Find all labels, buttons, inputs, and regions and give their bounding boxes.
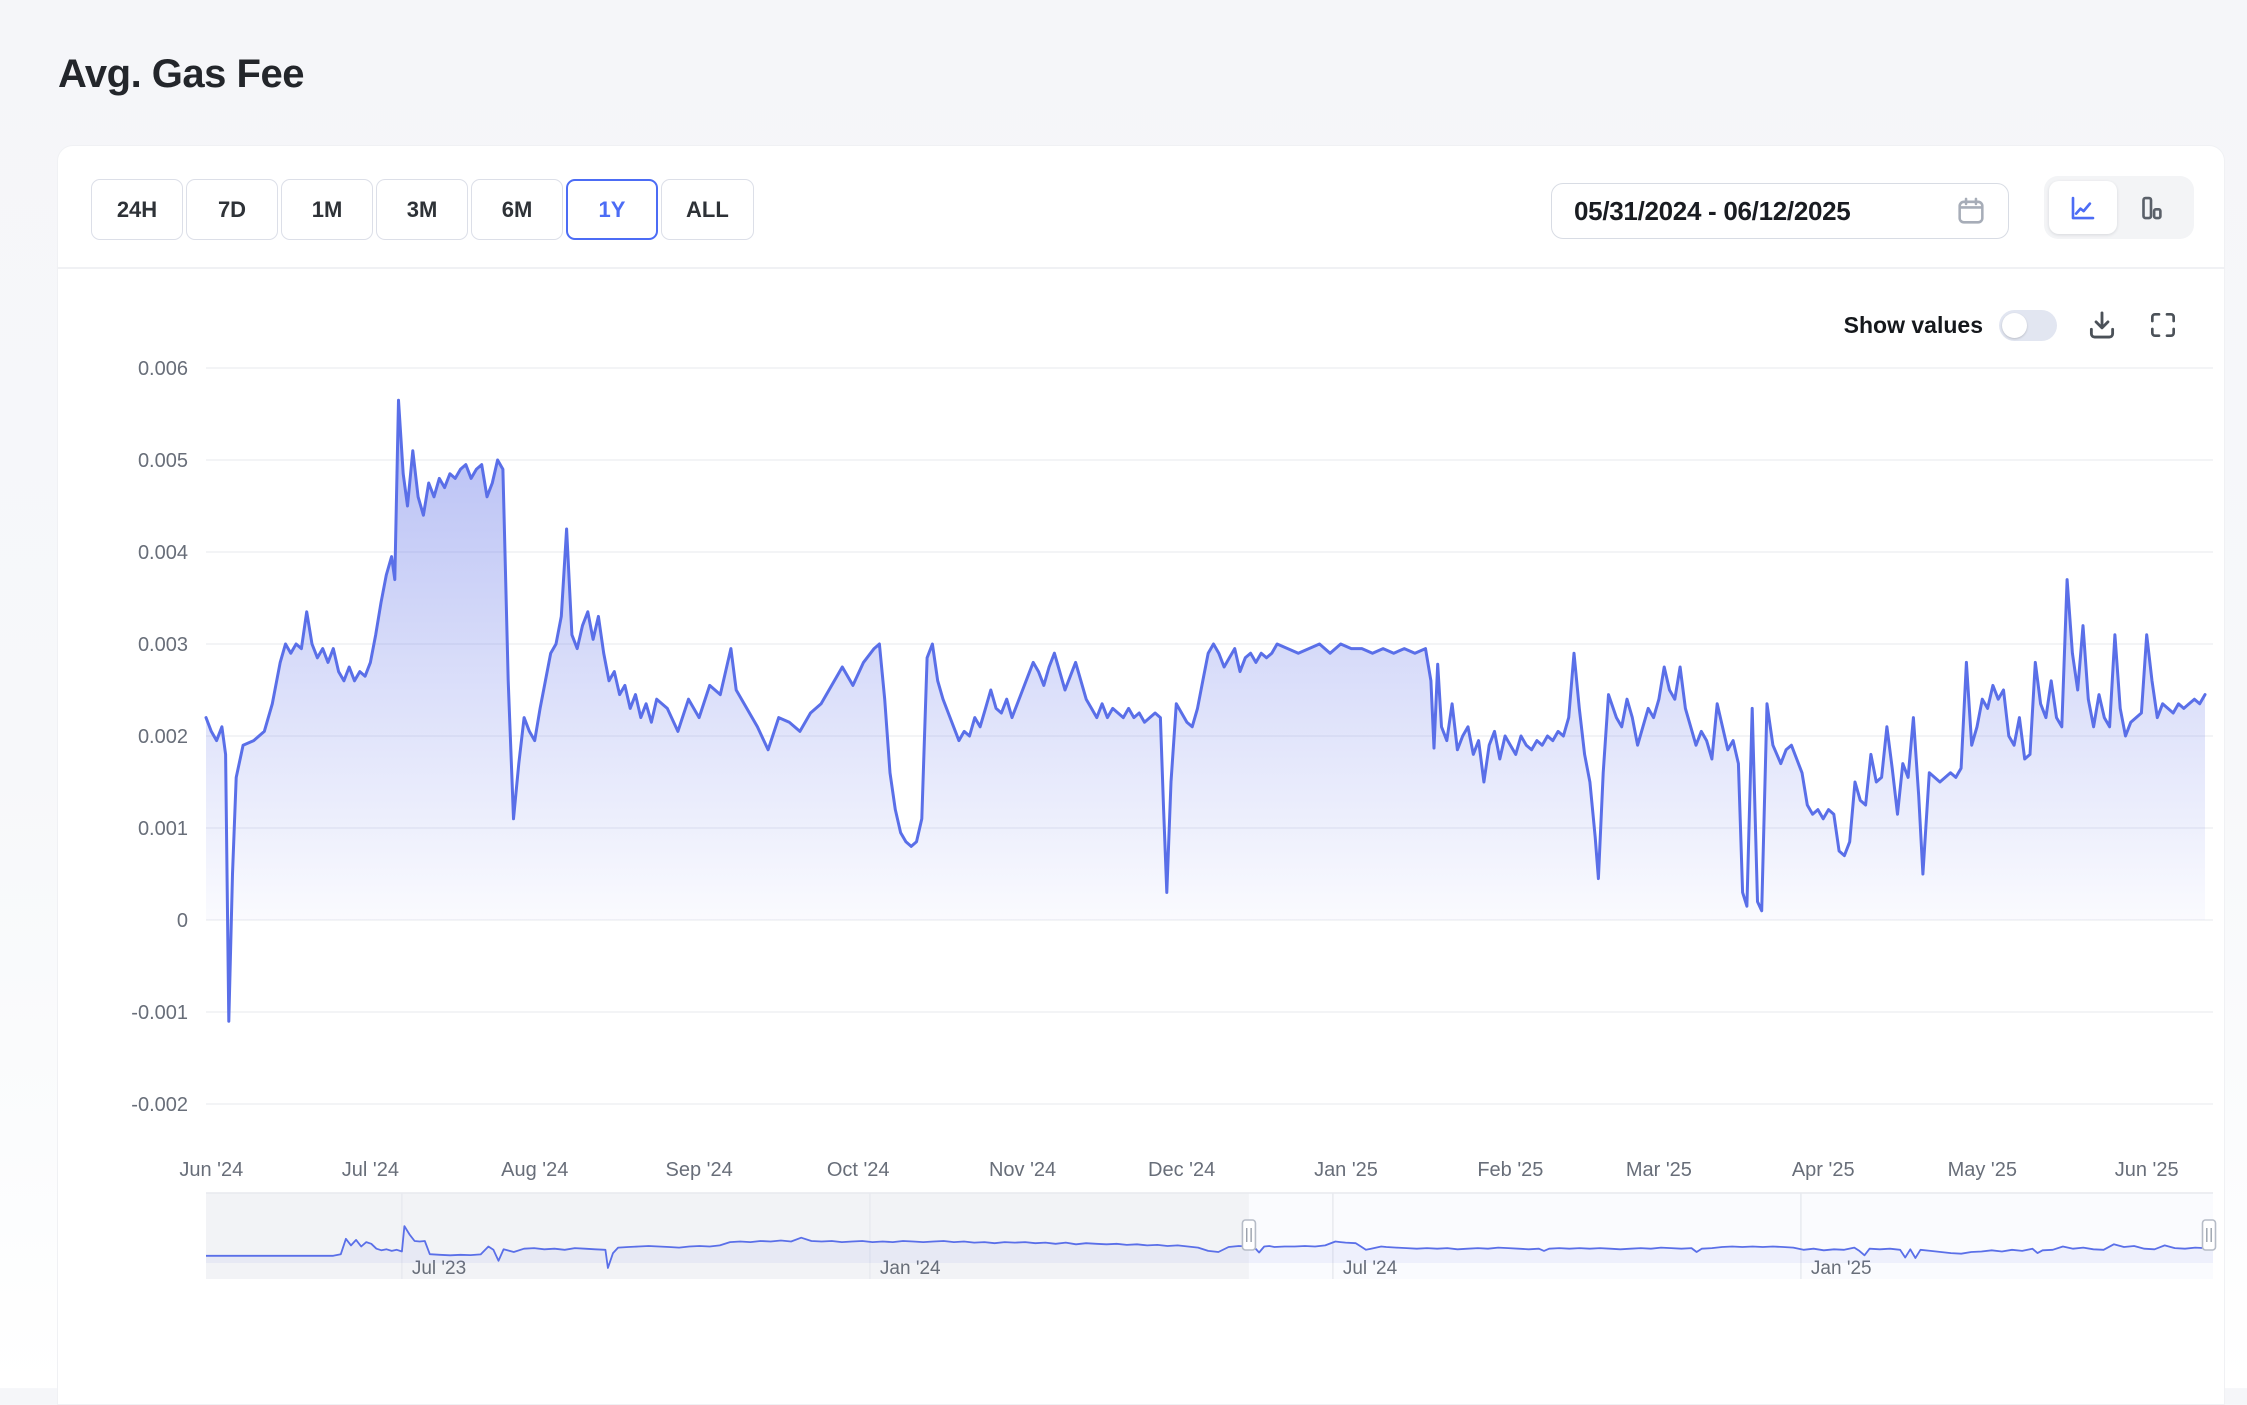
y-axis-label: -0.001 [131, 1002, 188, 1024]
navigator-right-handle[interactable] [2201, 1219, 2217, 1251]
bar-chart-icon [2136, 193, 2166, 223]
chart-type-bar-option[interactable] [2117, 181, 2185, 234]
y-axis-label: 0 [177, 910, 188, 932]
series-line [204, 398, 2207, 1023]
x-axis-label: May '25 [1948, 1159, 2017, 1181]
fullscreen-button[interactable] [2147, 309, 2179, 341]
x-axis-label: Sep '24 [666, 1159, 733, 1181]
range-button-6m[interactable]: 6M [471, 179, 563, 240]
range-button-7d[interactable]: 7D [186, 179, 278, 240]
x-axis-label: Aug '24 [501, 1159, 568, 1181]
chart-type-segmented-control [2044, 176, 2194, 239]
page-title: Avg. Gas Fee [58, 52, 304, 96]
navigator-selected-range[interactable] [1248, 1193, 2213, 1279]
show-values-label: Show values [1843, 311, 1983, 338]
chart-controls: Show values [1844, 308, 2179, 342]
x-axis-label: Dec '24 [1148, 1159, 1215, 1181]
navigator-area-fill [206, 1226, 2213, 1268]
y-axis-label: 0.002 [138, 726, 188, 748]
navigator-unselected-mask [206, 1193, 1249, 1279]
main-chart: 0.006 0.005 0.004 0.003 0.002 0.001 0 -0.001 -0.… [131, 358, 2213, 1181]
x-axis-label: Jun '25 [2115, 1159, 2179, 1181]
chart-type-line-option[interactable] [2049, 181, 2117, 234]
x-axis-label: Oct '24 [827, 1159, 890, 1181]
x-axis-label: Apr '25 [1792, 1159, 1855, 1181]
range-button-3m[interactable]: 3M [376, 179, 468, 240]
toggle-knob [2002, 312, 2027, 338]
download-button[interactable] [2085, 308, 2119, 342]
navigator-axis-label: Jul '24 [1343, 1258, 1398, 1279]
time-range-group: 24H 7D 1M 3M 6M 1Y ALL [91, 179, 754, 240]
range-button-1m[interactable]: 1M [281, 179, 373, 240]
toolbar-divider [58, 267, 2224, 269]
range-button-24h[interactable]: 24H [91, 179, 183, 240]
date-range-picker[interactable]: 05/31/2024 - 06/12/2025 [1551, 183, 2009, 239]
x-axis-label: Jun '24 [179, 1159, 243, 1181]
range-button-1y[interactable]: 1Y [566, 179, 658, 240]
y-axis-label: 0.005 [138, 450, 188, 472]
navigator-left-handle[interactable] [1241, 1219, 1257, 1251]
download-icon [2085, 308, 2119, 342]
navigator-axis-label: Jul '23 [412, 1258, 466, 1279]
fullscreen-icon [2147, 309, 2179, 341]
navigator-axis-label: Jan '24 [880, 1258, 941, 1279]
y-axis-label: 0.003 [138, 634, 188, 656]
area-fill [206, 400, 2205, 1022]
navigator-chart: Jul '23 Jan '24 Jul '24 Jan '25 [206, 1192, 2217, 1279]
show-values-toggle[interactable] [1999, 309, 2057, 341]
y-axis-label: 0.006 [138, 358, 188, 380]
x-axis-label: Jan '25 [1314, 1159, 1378, 1181]
navigator-axis-label: Jan '25 [1811, 1258, 1872, 1279]
y-axis-label: 0.001 [138, 818, 188, 840]
line-chart-icon [2068, 193, 2098, 223]
range-button-all[interactable]: ALL [661, 179, 754, 240]
x-axis-label: Feb '25 [1477, 1159, 1543, 1181]
x-axis-label: Mar '25 [1626, 1159, 1692, 1181]
y-axis-label: -0.002 [131, 1094, 188, 1116]
chart-card: 24H 7D 1M 3M 6M 1Y ALL 05/31/2024 - 06/1… [57, 145, 2225, 1405]
calendar-icon [1954, 194, 1988, 228]
x-axis-label: Nov '24 [989, 1159, 1056, 1181]
x-axis-label: Jul '24 [342, 1159, 399, 1181]
y-axis-label: 0.004 [138, 542, 188, 564]
date-range-value: 05/31/2024 - 06/12/2025 [1574, 195, 1851, 226]
